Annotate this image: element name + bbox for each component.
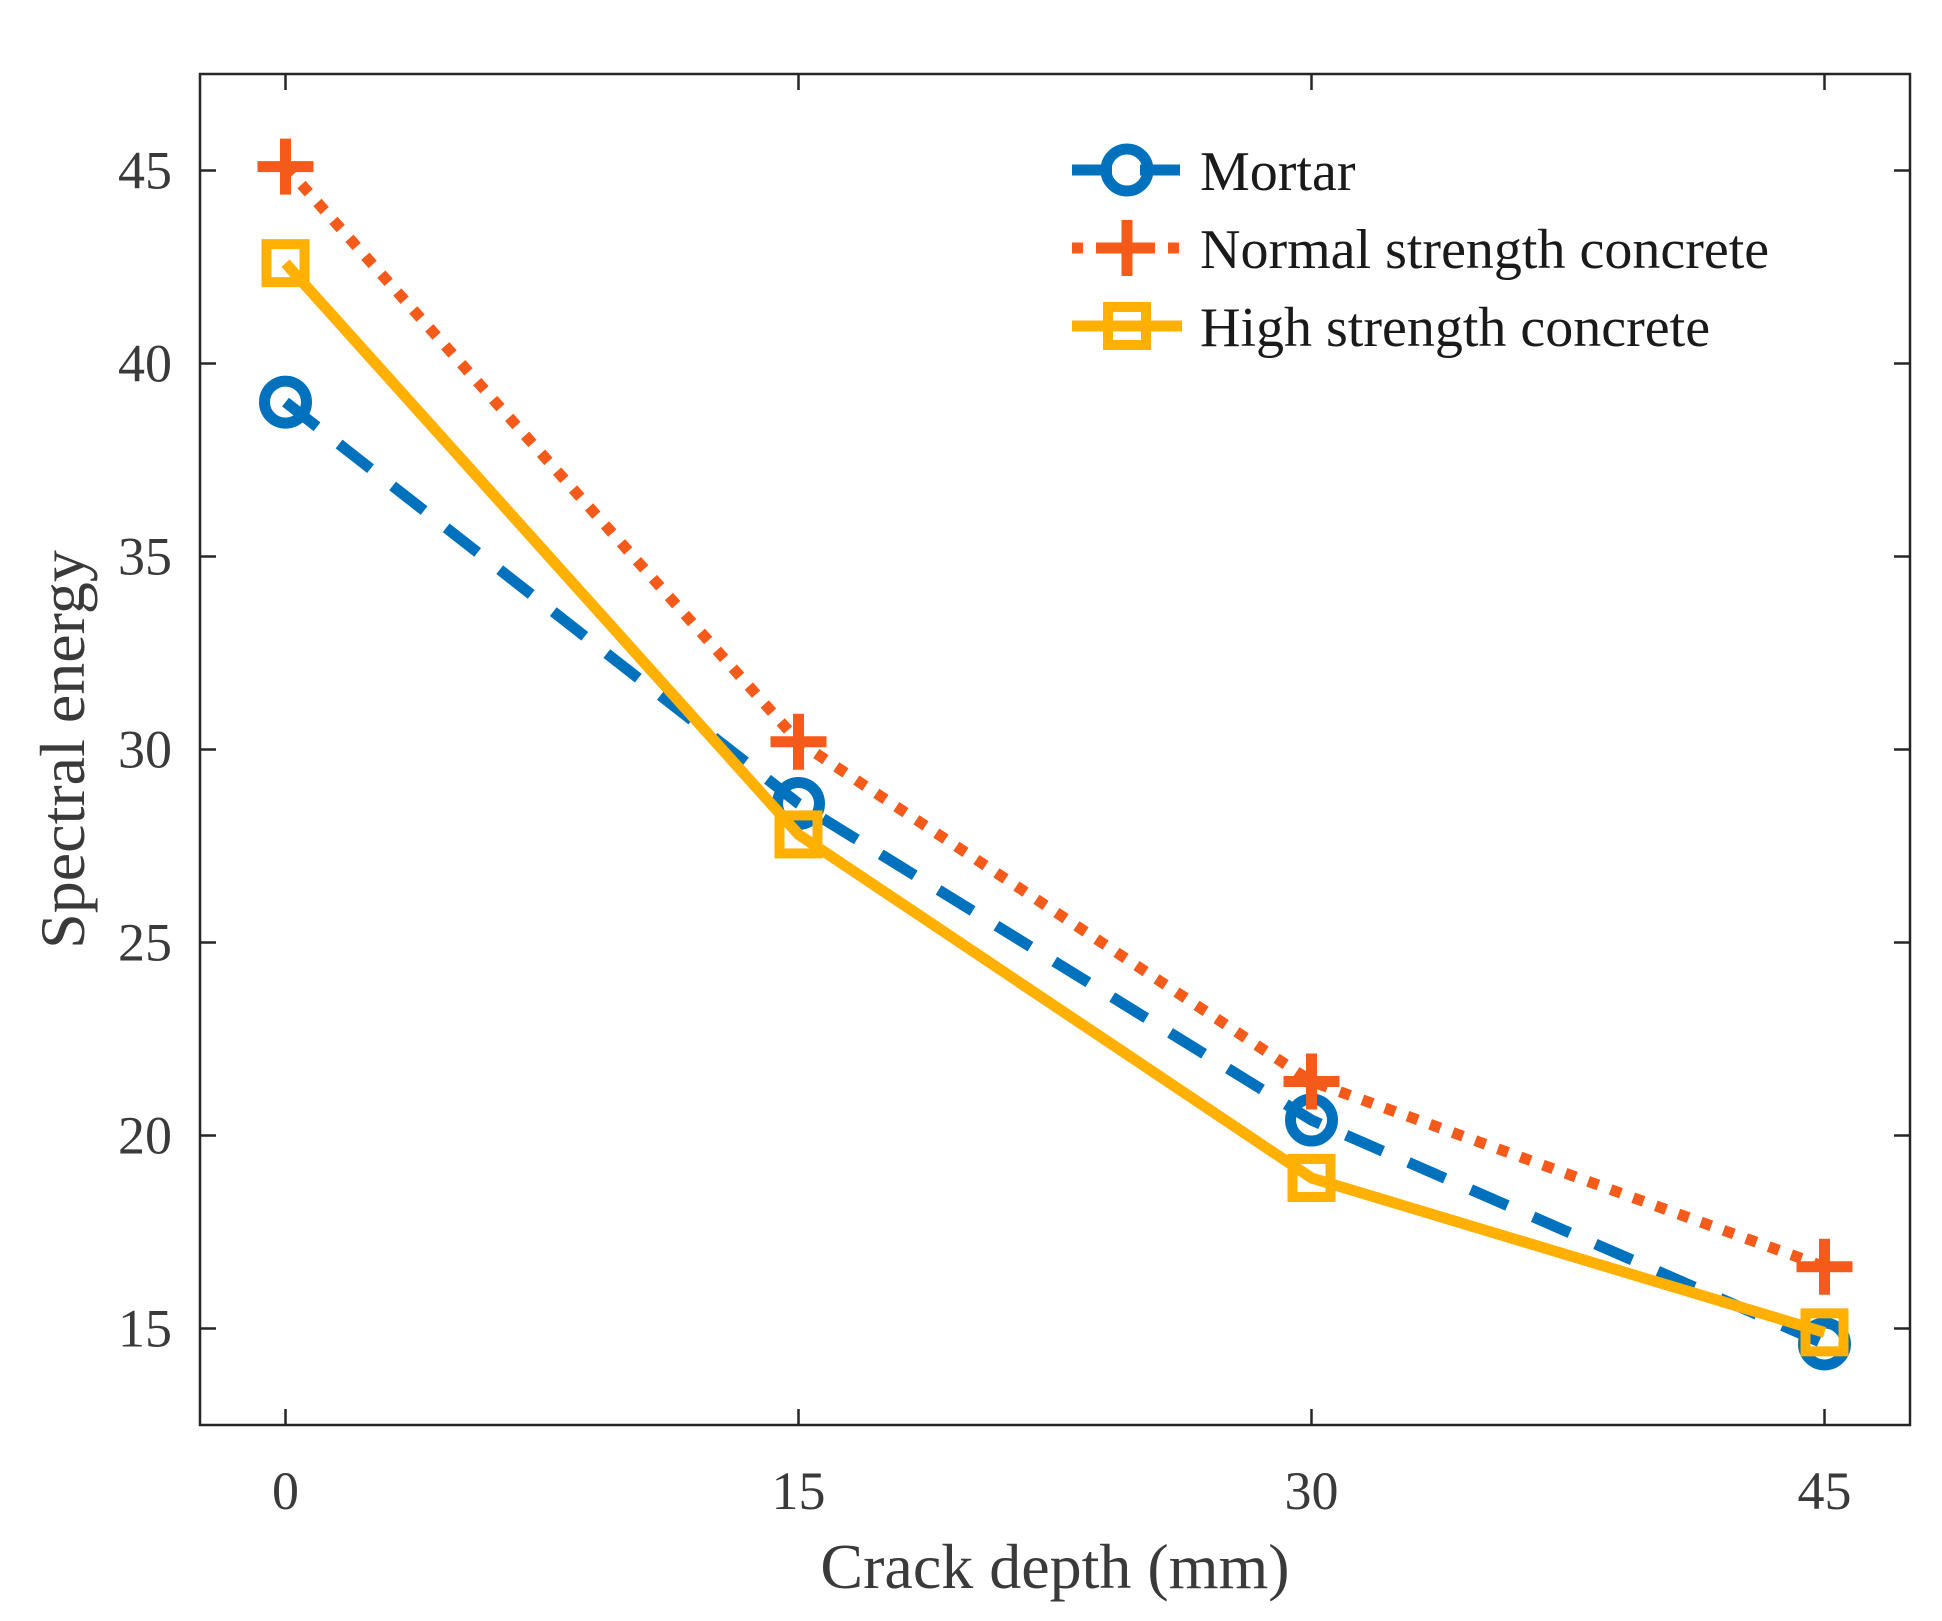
- legend-item-high-strength-concrete: High strength concrete: [1072, 297, 1710, 359]
- axes-layer: 0 15 30 45 15 20 25 30 35 40 45 Crack depth (mm) Spe…: [27, 72, 1912, 1602]
- series-line-normal-strength-concrete: [281, 162, 1827, 1272]
- y-tick-label: 15: [118, 1299, 172, 1359]
- marker-high-strength-concrete-0: [261, 239, 310, 288]
- legend-label-normal-strength-concrete: Normal strength concrete: [1200, 219, 1769, 281]
- legend-label-mortar: Mortar: [1200, 141, 1356, 203]
- y-tick-label: 25: [118, 913, 172, 973]
- y-axis-title: Spectral energy: [27, 550, 98, 949]
- y-tick-label: 35: [118, 527, 172, 587]
- marker-high-strength-concrete-3: [1800, 1308, 1849, 1357]
- y-tick-label: 30: [118, 720, 172, 780]
- marker-high-strength-concrete-2: [1287, 1153, 1336, 1202]
- x-tick-label: 0: [272, 1461, 299, 1521]
- series-line-high-strength-concrete: [281, 259, 1827, 1338]
- y-tick-label: 45: [118, 141, 172, 201]
- x-tick-label: 45: [1798, 1461, 1852, 1521]
- legend-item-mortar: Mortar: [1072, 141, 1356, 203]
- y-tick-label: 40: [118, 334, 172, 394]
- marker-normal-strength-concrete-1: [770, 713, 827, 770]
- legend-marker-high-strength-concrete: [1103, 302, 1151, 350]
- marker-normal-strength-concrete-2: [1283, 1053, 1340, 1110]
- series-layer: [257, 138, 1853, 1371]
- series-line-mortar: [282, 397, 1827, 1349]
- marker-high-strength-concrete-1: [774, 810, 823, 859]
- marker-normal-strength-concrete-0: [257, 138, 314, 195]
- legend: Mortar Normal strength concrete High stren…: [1072, 141, 1769, 359]
- legend-marker-normal-strength-concrete: [1099, 220, 1155, 276]
- marker-mortar-0: [259, 375, 312, 429]
- marker-normal-strength-concrete-3: [1796, 1238, 1853, 1295]
- legend-item-normal-strength-concrete: Normal strength concrete: [1072, 219, 1769, 281]
- x-axis-title: Crack depth (mm): [820, 1531, 1289, 1602]
- legend-label-high-strength-concrete: High strength concrete: [1200, 297, 1710, 359]
- x-tick-label: 15: [772, 1461, 826, 1521]
- y-tick-label: 20: [118, 1106, 172, 1166]
- x-tick-label: 30: [1285, 1461, 1339, 1521]
- legend-marker-mortar: [1100, 143, 1154, 197]
